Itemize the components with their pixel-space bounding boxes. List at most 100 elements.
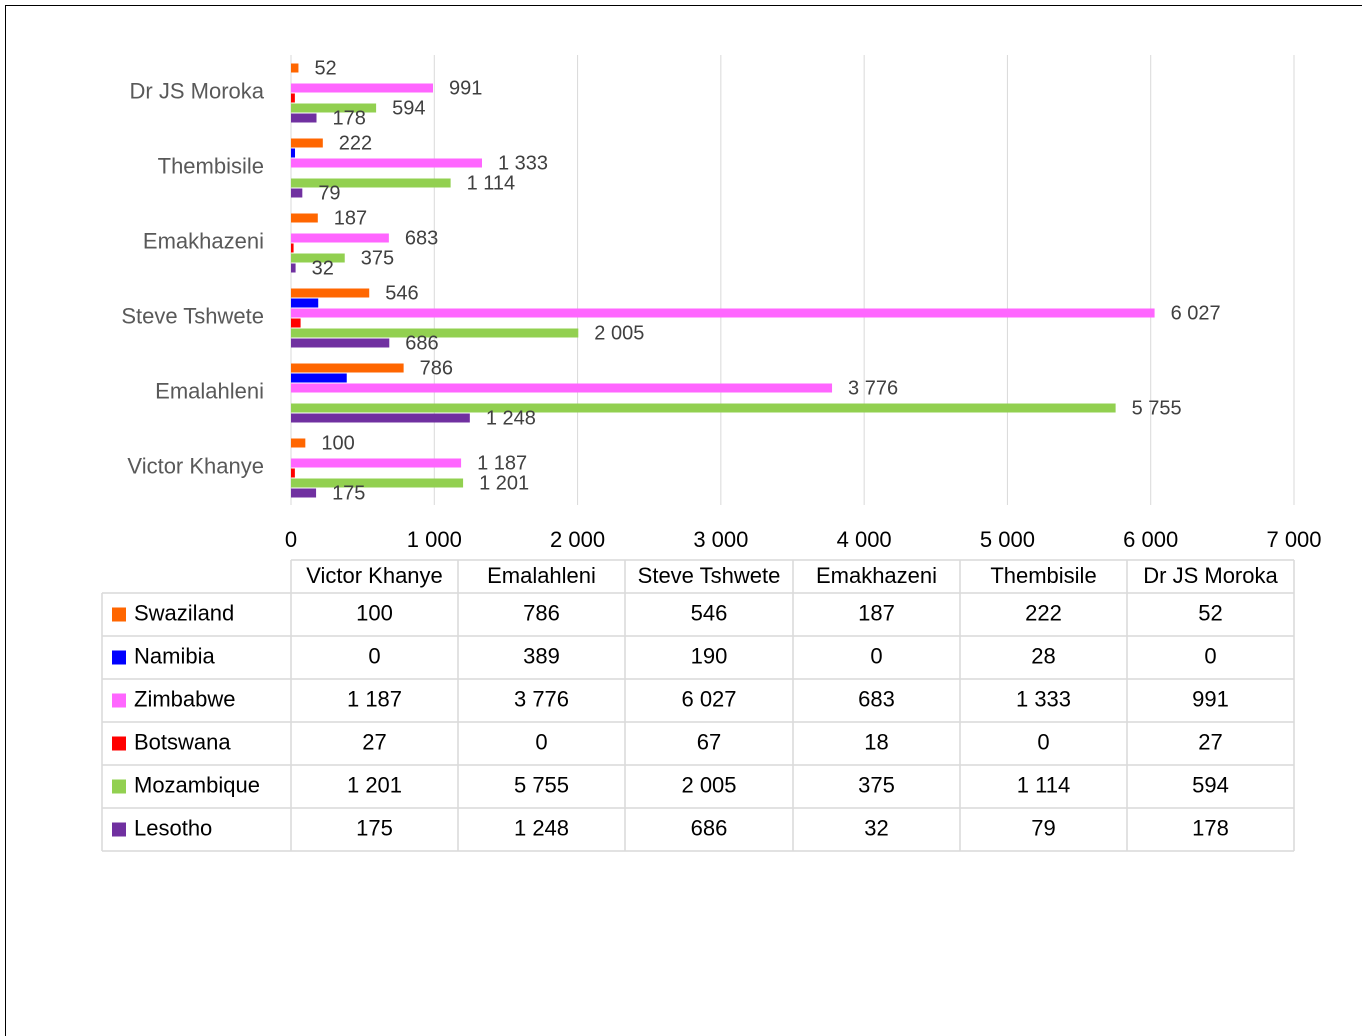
table-cell: 222	[1025, 600, 1062, 625]
table-cell: 0	[1204, 643, 1216, 668]
category-label: Steve Tshwete	[121, 303, 264, 328]
table-cell: 546	[691, 600, 728, 625]
bar	[291, 93, 295, 103]
table-cell: 79	[1031, 815, 1055, 840]
table-cell: 0	[1037, 729, 1049, 754]
table-header: Dr JS Moroka	[1143, 563, 1278, 588]
data-label: 2 005	[594, 322, 644, 344]
bar	[291, 83, 433, 93]
table-cell: 67	[697, 729, 721, 754]
bar	[291, 338, 390, 348]
legend-swatch	[112, 779, 126, 794]
bar	[291, 383, 833, 393]
category-label: Emalahleni	[155, 378, 264, 403]
data-label: 786	[420, 357, 453, 379]
table-cell: 100	[356, 600, 393, 625]
table-cell: 1 114	[1017, 772, 1070, 797]
table-cell: 27	[1198, 729, 1222, 754]
chart-frame	[5, 5, 1362, 1036]
x-tick-label: 4 000	[837, 527, 892, 552]
bar	[291, 158, 482, 168]
table-header: Steve Tshwete	[638, 563, 781, 588]
table-cell: 0	[368, 643, 380, 668]
bar	[291, 298, 319, 308]
bar	[291, 113, 317, 123]
table-cell: 2 005	[681, 772, 736, 797]
data-label: 32	[312, 257, 334, 279]
table-cell: 187	[858, 600, 895, 625]
bar	[291, 103, 377, 113]
bar	[291, 413, 470, 423]
legend-swatch	[112, 693, 126, 708]
x-tick-label: 2 000	[550, 527, 605, 552]
category-label: Thembisile	[158, 153, 264, 178]
bar	[291, 373, 347, 383]
data-label: 1 187	[477, 452, 527, 474]
table-cell: 6 027	[681, 686, 736, 711]
data-label: 1 333	[498, 152, 548, 174]
x-tick-label: 6 000	[1123, 527, 1178, 552]
table-cell: 28	[1031, 643, 1055, 668]
bar	[291, 478, 464, 488]
bar	[291, 288, 370, 298]
table-cell: 3 776	[514, 686, 569, 711]
x-tick-label: 1 000	[407, 527, 462, 552]
table-cell: 786	[523, 600, 560, 625]
table-cell: 0	[535, 729, 547, 754]
bar	[291, 328, 579, 338]
data-label: 1 201	[479, 472, 529, 494]
data-label: 79	[318, 182, 340, 204]
table-cell: 18	[864, 729, 888, 754]
bar	[291, 233, 389, 243]
data-label: 1 248	[486, 407, 536, 429]
legend-label: Zimbabwe	[134, 686, 235, 711]
table-cell: 686	[691, 815, 728, 840]
legend-label: Botswana	[134, 729, 231, 754]
bar	[291, 458, 462, 468]
data-label: 1 114	[467, 172, 516, 194]
data-label: 6 027	[1171, 302, 1221, 324]
data-label: 3 776	[848, 377, 898, 399]
data-label: 175	[332, 482, 365, 504]
data-label: 686	[405, 332, 438, 354]
table-cell: 1 187	[347, 686, 402, 711]
data-label: 52	[314, 57, 336, 79]
table-cell: 991	[1192, 686, 1229, 711]
table-header: Victor Khanye	[306, 563, 443, 588]
bar	[291, 308, 1155, 318]
table-header: Emalahleni	[487, 563, 596, 588]
bar	[291, 243, 294, 253]
legend-swatch	[112, 607, 126, 622]
table-cell: 389	[523, 643, 560, 668]
table-header: Thembisile	[990, 563, 1096, 588]
table-cell: 175	[356, 815, 393, 840]
table-cell: 1 201	[347, 772, 402, 797]
table-cell: 0	[870, 643, 882, 668]
category-label: Dr JS Moroka	[130, 78, 265, 103]
table-cell: 5 755	[514, 772, 569, 797]
bar	[291, 178, 451, 188]
category-label: Emakhazeni	[143, 228, 264, 253]
bar	[291, 468, 295, 478]
bar	[291, 318, 301, 328]
table-cell: 27	[362, 729, 386, 754]
legend-label: Lesotho	[134, 815, 212, 840]
bar	[291, 63, 299, 73]
data-label: 546	[385, 282, 418, 304]
data-label: 991	[449, 77, 482, 99]
bar	[291, 403, 1116, 413]
x-tick-label: 7 000	[1266, 527, 1321, 552]
data-label: 683	[405, 227, 438, 249]
bar	[291, 363, 404, 373]
table-cell: 32	[864, 815, 888, 840]
table-cell: 52	[1198, 600, 1222, 625]
legend-label: Namibia	[134, 643, 215, 668]
table-header: Emakhazeni	[816, 563, 937, 588]
data-label: 375	[361, 247, 394, 269]
bar	[291, 148, 296, 158]
legend-label: Mozambique	[134, 772, 260, 797]
bar	[291, 138, 323, 148]
table-cell: 190	[691, 643, 728, 668]
bar	[291, 188, 303, 198]
x-tick-label: 0	[285, 527, 297, 552]
